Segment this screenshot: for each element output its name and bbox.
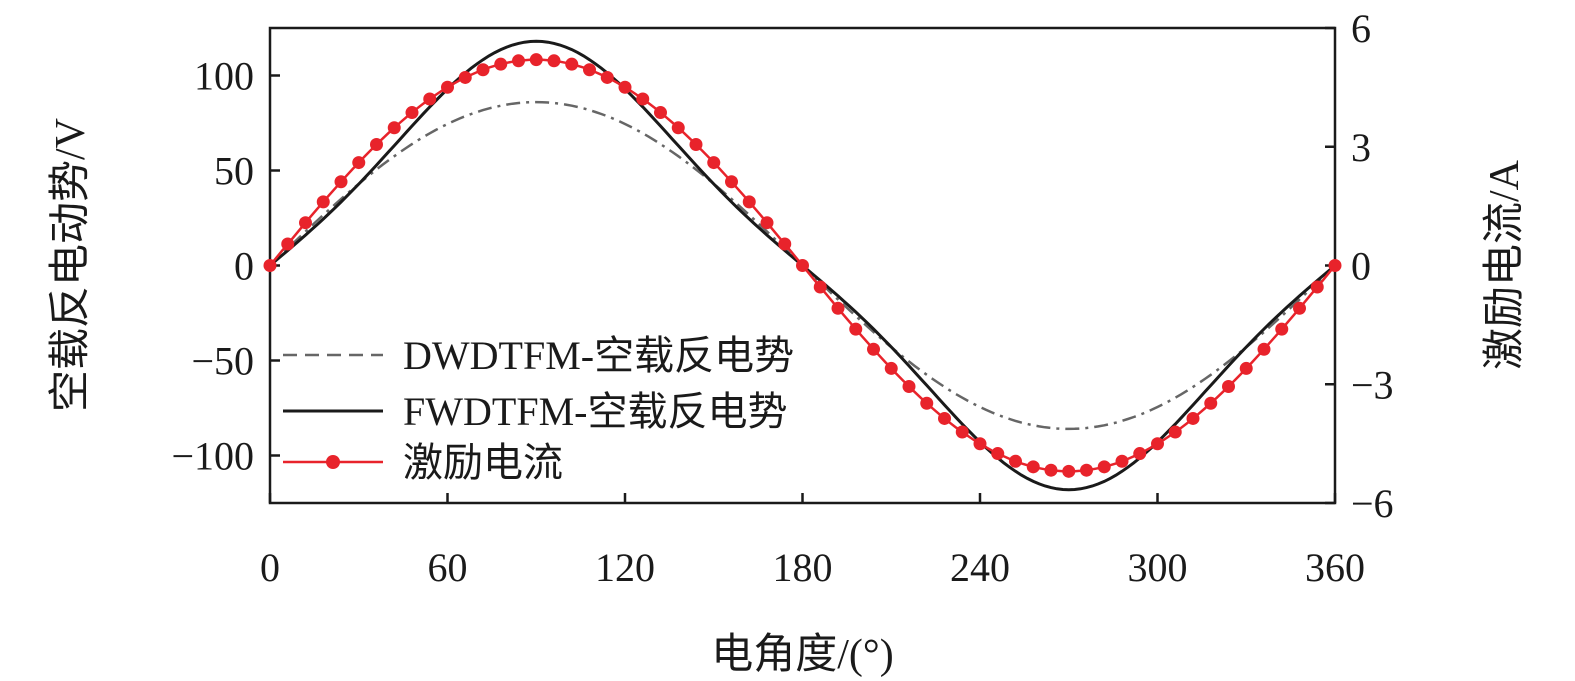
- current-marker: [831, 301, 845, 315]
- current-marker: [299, 216, 312, 230]
- current-marker: [1239, 361, 1253, 375]
- current-marker: [512, 54, 525, 68]
- current-marker: [458, 70, 472, 84]
- current-marker: [1151, 437, 1164, 451]
- current-marker: [725, 175, 738, 189]
- current-marker: [689, 138, 703, 152]
- y-tick-label: 100: [194, 54, 254, 99]
- y-tick-label: 50: [214, 149, 254, 194]
- current-marker: [618, 80, 632, 94]
- current-marker: [1062, 464, 1076, 478]
- current-marker: [760, 216, 774, 230]
- x-axis-title: 电角度/(°): [711, 632, 893, 678]
- current-marker: [494, 57, 508, 71]
- y2-tick-label: 6: [1351, 6, 1371, 51]
- legend-label-3: 激励电流: [403, 440, 563, 485]
- current-marker: [316, 195, 330, 209]
- y2-tick-label: −6: [1351, 481, 1394, 526]
- current-marker: [1115, 454, 1129, 468]
- legend-label-1: DWDTFM-空载反电势: [403, 333, 794, 378]
- current-marker: [1186, 411, 1200, 425]
- current-marker: [476, 63, 490, 77]
- current-marker: [902, 379, 916, 393]
- current-marker: [405, 106, 419, 120]
- current-marker: [1204, 396, 1218, 410]
- current-marker: [1275, 322, 1289, 336]
- x-tick-label: 360: [1305, 545, 1365, 590]
- current-marker: [334, 175, 348, 189]
- y2-tick-label: −3: [1351, 362, 1394, 407]
- current-marker: [671, 121, 685, 135]
- current-marker: [742, 195, 756, 209]
- current-marker: [973, 437, 987, 451]
- x-tick-label: 240: [950, 545, 1010, 590]
- x-tick-label: 300: [1128, 545, 1188, 590]
- current-marker: [654, 106, 667, 120]
- current-marker: [387, 121, 401, 135]
- legend-label-2: FWDTFM-空载反电势: [403, 389, 787, 434]
- y-axis-title: 空载反电动势/V: [47, 118, 94, 412]
- current-marker: [1222, 379, 1235, 393]
- x-tick-label: 120: [595, 545, 655, 590]
- current-marker: [867, 342, 880, 356]
- current-marker: [991, 447, 1005, 461]
- current-marker: [1026, 460, 1040, 474]
- current-marker: [423, 92, 437, 106]
- current-marker: [1044, 463, 1058, 477]
- current-marker: [1133, 447, 1147, 461]
- legend-marker: [326, 455, 340, 469]
- current-marker: [849, 322, 863, 336]
- y-tick-label: −100: [171, 434, 254, 479]
- current-marker: [583, 63, 596, 77]
- current-marker: [955, 425, 969, 439]
- current-marker: [1009, 454, 1022, 468]
- current-marker: [352, 156, 366, 170]
- current-marker: [1257, 342, 1271, 356]
- current-marker: [565, 57, 579, 71]
- current-marker: [1293, 301, 1306, 315]
- current-marker: [778, 237, 792, 251]
- y2-axis-title: 激励电流/A: [1482, 159, 1528, 370]
- current-marker: [370, 138, 383, 152]
- current-marker: [600, 70, 614, 84]
- current-marker: [636, 92, 650, 106]
- current-marker: [1310, 280, 1324, 294]
- y-tick-label: −50: [191, 339, 254, 384]
- current-marker: [1097, 460, 1111, 474]
- y2-tick-label: 0: [1351, 244, 1371, 289]
- x-tick-label: 180: [773, 545, 833, 590]
- current-marker: [920, 396, 934, 410]
- current-marker: [281, 237, 295, 251]
- current-marker: [547, 54, 561, 68]
- current-marker: [796, 259, 809, 272]
- current-marker: [529, 53, 543, 67]
- current-marker: [707, 156, 721, 170]
- current-marker: [884, 361, 898, 375]
- x-tick-label: 0: [260, 545, 280, 590]
- current-marker: [938, 411, 951, 425]
- x-tick-label: 60: [428, 545, 468, 590]
- current-marker: [1328, 259, 1342, 272]
- current-marker: [441, 80, 454, 94]
- current-marker: [1168, 425, 1182, 439]
- current-marker: [813, 280, 827, 294]
- y2-tick-label: 3: [1351, 125, 1371, 170]
- y-tick-label: 0: [234, 244, 254, 289]
- current-marker: [263, 259, 277, 272]
- current-marker: [1080, 463, 1093, 477]
